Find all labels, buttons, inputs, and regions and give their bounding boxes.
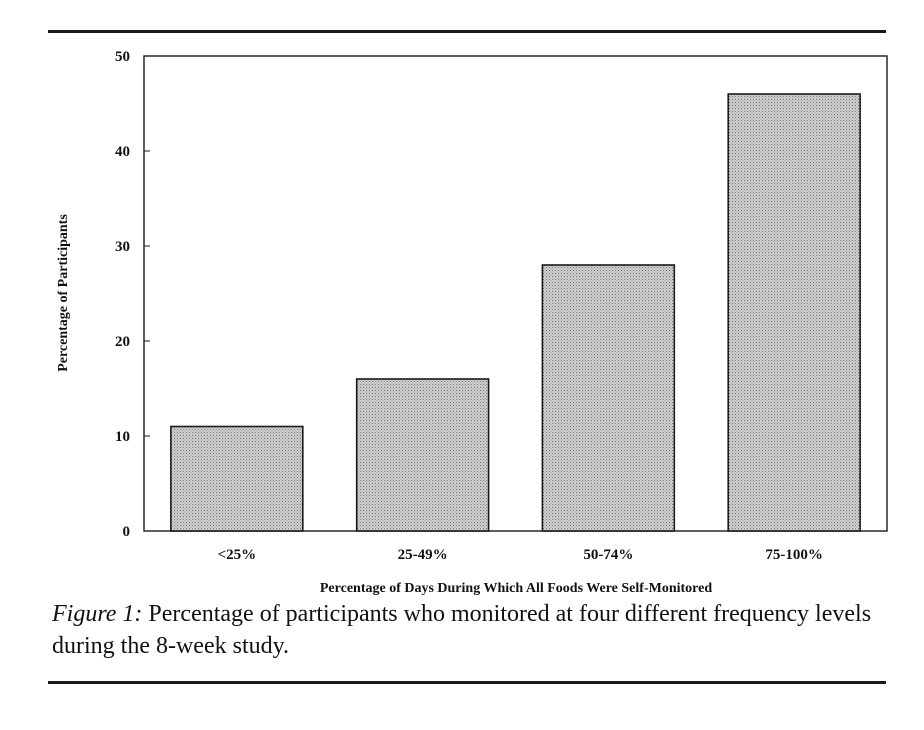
x-axis: <25% 25-49% 50-74% 75-100% <box>218 547 823 563</box>
x-tick-label: <25% <box>218 547 257 563</box>
y-axis-label: Percentage of Participants <box>56 214 71 372</box>
bar-1 <box>170 425 304 532</box>
y-tick-label: 0 <box>123 524 131 540</box>
x-tick-label: 25-49% <box>398 547 448 563</box>
bar-2 <box>355 378 490 532</box>
y-tick-label: 50 <box>115 49 130 65</box>
x-tick-label: 50-74% <box>583 547 633 563</box>
bar-3 <box>541 264 676 532</box>
plot-frame <box>143 55 888 532</box>
y-tick-label: 20 <box>115 334 130 350</box>
caption-text: Percentage of participants who monitored… <box>52 601 872 659</box>
x-axis-label: Percentage of Days During Which All Food… <box>320 581 712 596</box>
figure-caption: Figure 1: Percentage of participants who… <box>52 598 882 662</box>
y-tick-label: 10 <box>115 429 130 445</box>
bars-group <box>170 93 861 532</box>
y-tick-label: 30 <box>115 239 130 255</box>
caption-label: Figure 1: <box>52 601 143 627</box>
x-tick-label: 75-100% <box>765 547 823 563</box>
y-axis: 0 10 20 30 40 50 <box>115 49 150 540</box>
bar-4 <box>727 93 861 532</box>
top-rule <box>48 30 886 33</box>
bar-chart: 0 10 20 30 40 50 <25% 25-49% 50-74% 75-100% Perc… <box>56 49 888 596</box>
bottom-rule <box>48 681 886 684</box>
y-tick-label: 40 <box>115 144 130 160</box>
